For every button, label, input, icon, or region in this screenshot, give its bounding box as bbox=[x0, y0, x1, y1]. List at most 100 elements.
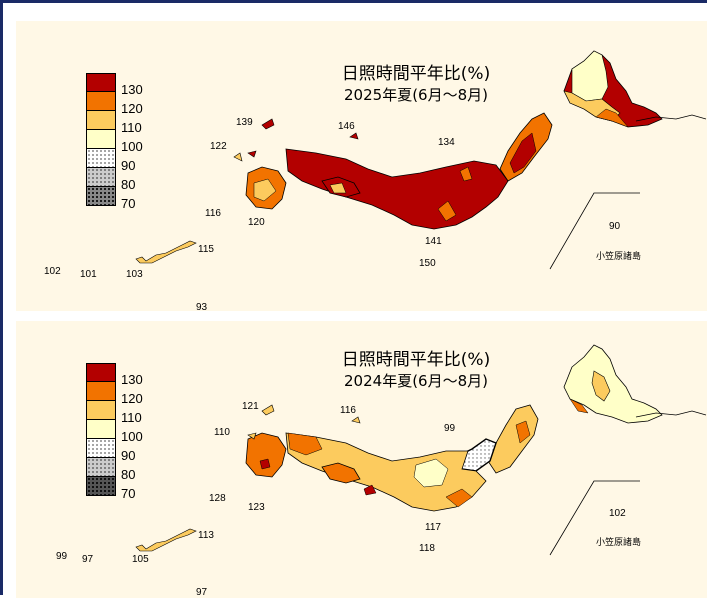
legend-swatch bbox=[86, 401, 116, 420]
station-value: 113 bbox=[198, 530, 214, 541]
station-value: 123 bbox=[248, 502, 265, 513]
legend-swatch bbox=[86, 363, 116, 382]
honshu-orange-pocket-2 bbox=[459, 166, 473, 182]
shikoku-pocket bbox=[329, 182, 347, 194]
kyushu-region bbox=[245, 432, 287, 478]
legend-swatch bbox=[86, 149, 116, 168]
ogasawara-inset-lines bbox=[549, 480, 640, 556]
sado-island bbox=[261, 118, 275, 130]
japan-map-2024 bbox=[135, 344, 707, 556]
station-value: 102 bbox=[609, 508, 626, 519]
legend-label: 110 bbox=[121, 410, 142, 425]
station-value: 97 bbox=[196, 587, 208, 598]
hokkaido-yellow-band bbox=[591, 370, 611, 402]
station-value: 116 bbox=[205, 208, 221, 219]
station-value: 146 bbox=[338, 121, 355, 132]
station-value: 117 bbox=[425, 522, 441, 533]
izu-island bbox=[351, 416, 361, 424]
station-value: 120 bbox=[248, 217, 265, 228]
hokkaido-south-orange bbox=[569, 398, 589, 414]
sunshine-map-2025: 日照時間平年比(%) 2025年夏(6月～8月) 130 120 110 100… bbox=[16, 21, 707, 313]
station-value: 103 bbox=[126, 269, 143, 280]
station-value: 99 bbox=[56, 551, 68, 562]
station-value: 121 bbox=[242, 401, 259, 412]
sunshine-map-2024: 日照時間平年比(%) 2024年夏(6月～8月) 130 120 110 100… bbox=[16, 321, 707, 598]
map-title-line2: 2024年夏(6月～8月) bbox=[344, 372, 488, 390]
station-value: 122 bbox=[210, 141, 227, 152]
legend-swatch bbox=[86, 111, 116, 130]
legend-swatch bbox=[86, 92, 116, 111]
station-value: 97 bbox=[82, 554, 94, 565]
station-value: 101 bbox=[80, 269, 97, 280]
map-title-line1: 日照時間平年比(%) bbox=[341, 64, 491, 84]
map-title-line1: 日照時間平年比(%) bbox=[341, 350, 491, 370]
station-value: 90 bbox=[609, 221, 621, 232]
legend-label: 90 bbox=[121, 448, 136, 463]
station-value: 99 bbox=[444, 423, 456, 434]
hokkaido-orange-band bbox=[595, 108, 629, 128]
northeast-tail bbox=[635, 410, 707, 418]
map-title-2024: 日照時間平年比(%) 2024年夏(6月～8月) bbox=[256, 349, 576, 391]
legend-label: 70 bbox=[121, 196, 136, 211]
legend-label: 70 bbox=[121, 486, 136, 501]
station-value: 150 bbox=[419, 258, 436, 269]
tohoku-orange bbox=[515, 420, 531, 444]
legend-swatch bbox=[86, 477, 116, 496]
station-value: 105 bbox=[132, 554, 149, 565]
hokkaido-region bbox=[563, 344, 663, 424]
station-value: 118 bbox=[419, 543, 435, 554]
legend-swatch bbox=[86, 130, 116, 149]
legend-label: 130 bbox=[121, 82, 143, 97]
nansei-islands bbox=[135, 528, 197, 552]
nansei-islands bbox=[135, 240, 197, 264]
station-value: 128 bbox=[209, 493, 226, 504]
ogasawara-label: 小笠原諸島 bbox=[596, 252, 642, 262]
station-value: 116 bbox=[340, 405, 356, 416]
hokkaido-south-band bbox=[571, 50, 609, 102]
legend-label: 120 bbox=[121, 101, 143, 116]
map-title-2025: 日照時間平年比(%) 2025年夏(6月～8月) bbox=[256, 63, 576, 105]
legend-label: 120 bbox=[121, 391, 143, 406]
tsushima-island bbox=[233, 152, 243, 162]
tohoku-inner bbox=[509, 132, 537, 174]
legend-label: 100 bbox=[121, 139, 143, 154]
station-value: 102 bbox=[44, 266, 61, 277]
station-value: 141 bbox=[425, 236, 442, 247]
legend-swatch bbox=[86, 458, 116, 477]
station-value: 110 bbox=[214, 427, 230, 438]
sado-island bbox=[261, 404, 275, 416]
legend-label: 100 bbox=[121, 429, 143, 444]
legend-label: 110 bbox=[121, 120, 142, 135]
legend-label: 80 bbox=[121, 177, 136, 192]
legend-label: 80 bbox=[121, 467, 136, 482]
legend-swatch bbox=[86, 187, 116, 206]
map-title-line2: 2025年夏(6月～8月) bbox=[344, 86, 488, 104]
ogasawara-label: 小笠原諸島 bbox=[596, 538, 642, 548]
ogasawara-inset-lines bbox=[549, 192, 640, 270]
honshu-dark-pocket bbox=[363, 484, 377, 496]
legend-swatch bbox=[86, 420, 116, 439]
japan-map-2025 bbox=[135, 50, 707, 270]
shikoku-region bbox=[321, 462, 361, 484]
legend-label: 90 bbox=[121, 158, 136, 173]
honshu-orange-west bbox=[287, 432, 323, 456]
oki-island bbox=[247, 150, 257, 158]
kyushu-dark-pocket bbox=[259, 458, 271, 470]
station-value: 134 bbox=[438, 137, 455, 148]
honshu-yellow-pocket bbox=[413, 458, 449, 488]
tohoku-region bbox=[487, 404, 539, 474]
legend-swatch bbox=[86, 168, 116, 187]
honshu-region bbox=[285, 148, 509, 230]
honshu-orange-south bbox=[445, 488, 473, 508]
izu-island bbox=[349, 132, 359, 140]
station-value: 139 bbox=[236, 117, 253, 128]
legend-label: 130 bbox=[121, 372, 143, 387]
legend-swatch bbox=[86, 73, 116, 92]
station-value: 93 bbox=[196, 302, 208, 313]
honshu-orange-pocket bbox=[437, 200, 457, 222]
legend-swatch bbox=[86, 382, 116, 401]
kyushu-pocket bbox=[253, 178, 277, 202]
station-value: 115 bbox=[198, 244, 214, 255]
legend-swatch bbox=[86, 439, 116, 458]
